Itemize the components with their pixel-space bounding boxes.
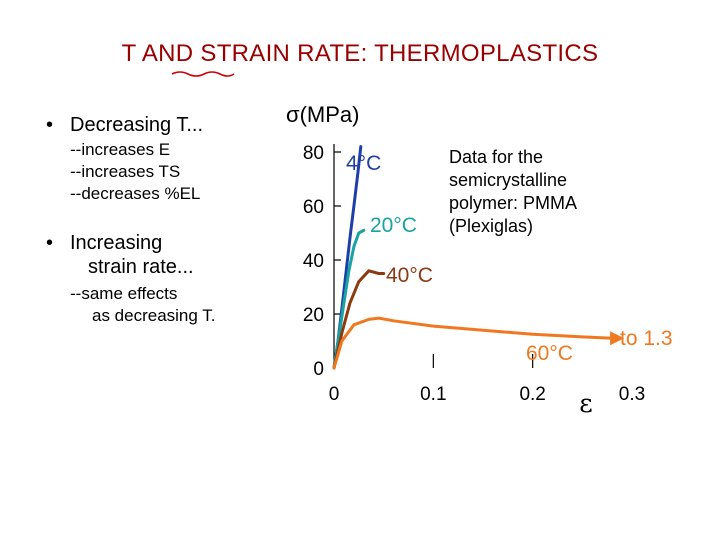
series-line-60C xyxy=(332,316,614,370)
annotation-line: (Plexiglas) xyxy=(449,216,533,236)
sub-item-text: as decreasing T. xyxy=(92,306,216,325)
bullet-dot: • xyxy=(46,232,54,254)
sub-item: --same effects xyxy=(70,284,178,303)
squiggle-path xyxy=(171,71,235,77)
series-line-40C xyxy=(332,269,386,370)
title-underline-squiggle xyxy=(171,71,235,77)
y-tick-label: 20 xyxy=(303,305,324,326)
x-tick-label: 0.1 xyxy=(420,384,446,405)
y-tick-label: 80 xyxy=(303,143,324,164)
sub-item: --increases E xyxy=(70,140,171,159)
bullet-increasing-strain-rate: • Increasing xyxy=(46,231,215,255)
bullet-text-cont: strain rate... xyxy=(46,255,215,279)
series-label-40C: 40°C xyxy=(386,264,433,287)
series-label-4C: 4°C xyxy=(346,152,381,175)
arrow-label: to 1.3 xyxy=(620,327,673,350)
bullet-dot: • xyxy=(46,114,54,136)
annotation-line: polymer: PMMA xyxy=(449,193,577,213)
bullet-list: • Decreasing T... --increases E --increas… xyxy=(46,113,215,327)
x-axis-label: ε xyxy=(579,389,592,419)
y-axis-label: σ(MPa) xyxy=(286,102,359,127)
x-tick-label: 0 xyxy=(329,384,340,405)
slide-title: T AND STRAIN RATE: THERMOPLASTICS xyxy=(121,40,599,67)
sub-item: --decreases %EL xyxy=(70,184,201,203)
x-tick-label: 0.3 xyxy=(619,384,645,405)
series-label-60C: 60°C xyxy=(526,342,573,365)
x-tick-label: 0.2 xyxy=(519,384,545,405)
bullet-text: Increasing xyxy=(70,232,163,254)
series-label-20C: 20°C xyxy=(370,214,417,237)
bullet-decreasing-t: • Decreasing T... xyxy=(46,113,215,137)
y-tick-label: 40 xyxy=(303,251,324,272)
sub-item: --increases TS xyxy=(70,162,181,181)
annotation-line: semicrystalline xyxy=(449,170,567,190)
y-tick-label: 0 xyxy=(313,359,324,380)
annotation-line: Data for the xyxy=(449,147,543,167)
y-tick-label: 60 xyxy=(303,197,324,218)
series-line-20C xyxy=(332,228,366,370)
series-arrowhead-60C xyxy=(610,331,625,346)
sub-item: as decreasing T. xyxy=(70,305,215,327)
bullet-text: strain rate... xyxy=(88,256,194,278)
bullet-text: Decreasing T... xyxy=(70,114,204,136)
